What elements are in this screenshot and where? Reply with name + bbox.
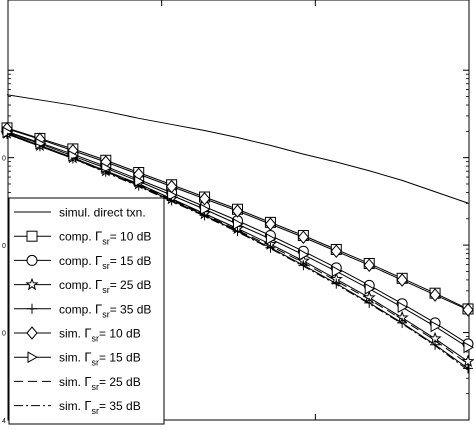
data-point [265,242,276,253]
data-point [232,226,243,237]
legend-label: sim. Γsr= 25 dB [59,374,141,392]
legend-entry: sim. Γsr= 35 dB [14,398,141,416]
legend-marker [27,351,39,364]
data-point [134,175,145,188]
data-point [430,320,442,333]
legend-label: sim. Γsr= 10 dB [59,326,141,344]
data-point [2,126,14,139]
data-point [430,339,441,350]
series-7 [6,132,469,365]
data-point [200,203,211,216]
legend-marker [27,303,37,314]
legend-entry: comp. Γsr= 10 dB [14,229,151,247]
series-8 [6,133,469,371]
legend-marker [26,230,38,242]
data-point [231,204,244,218]
data-point [297,230,310,245]
legend-entry: comp. Γsr= 35 dB [14,301,151,319]
data-point [198,191,211,206]
data-point [330,244,342,259]
data-point [298,260,309,271]
data-point [363,258,375,273]
plot-border [7,0,470,421]
legend-marker [25,277,39,291]
legend-entry: sim. Γsr= 10 dB [14,326,141,344]
y-tick-label: 4 [2,418,6,425]
y-tick-label: 0 [2,156,6,163]
legend-marker [26,254,38,266]
data-point [167,189,178,202]
legend-label: simul. direct txn. [59,206,146,220]
data-point [264,217,277,231]
data-point [331,265,343,278]
data-point [463,341,474,354]
plot-frame [7,0,470,421]
legend-label: sim. Γsr= 35 dB [59,398,141,416]
series-5 [1,122,474,317]
data-point [462,303,474,317]
legend-entry: sim. Γsr= 15 dB [14,350,141,368]
data-point [429,288,441,302]
data-point [233,218,244,230]
legend-entry: comp. Γsr= 15 dB [14,253,151,271]
series-line [6,133,469,371]
legend-marker [26,326,38,340]
legend-entry: sim. Γsr= 25 dB [14,374,141,392]
data-point [265,233,277,245]
data-point [396,273,408,287]
data-point [463,363,473,374]
legend: simul. direct txn. comp. Γsr= 10 dB comp. … [8,197,165,425]
y-tick-label: 0 [2,331,6,338]
legend-label: sim. Γsr= 15 dB [59,350,141,368]
data-point [298,248,310,261]
legend-entry: comp. Γsr= 25 dB [14,277,151,295]
data-point [331,278,342,289]
legend-entry: simul. direct txn. [14,206,146,220]
legend-label: comp. Γsr= 15 dB [59,253,151,271]
data-series [0,94,474,374]
data-point [397,301,409,314]
legend-label: comp. Γsr= 25 dB [59,277,151,295]
series-0 [6,94,469,204]
series-line [6,94,469,204]
legend-label: comp. Γsr= 10 dB [59,229,151,247]
legend-label: comp. Γsr= 35 dB [59,301,151,319]
series-line [6,132,469,365]
y-tick-label: 0 [2,243,6,250]
data-point [364,282,376,295]
